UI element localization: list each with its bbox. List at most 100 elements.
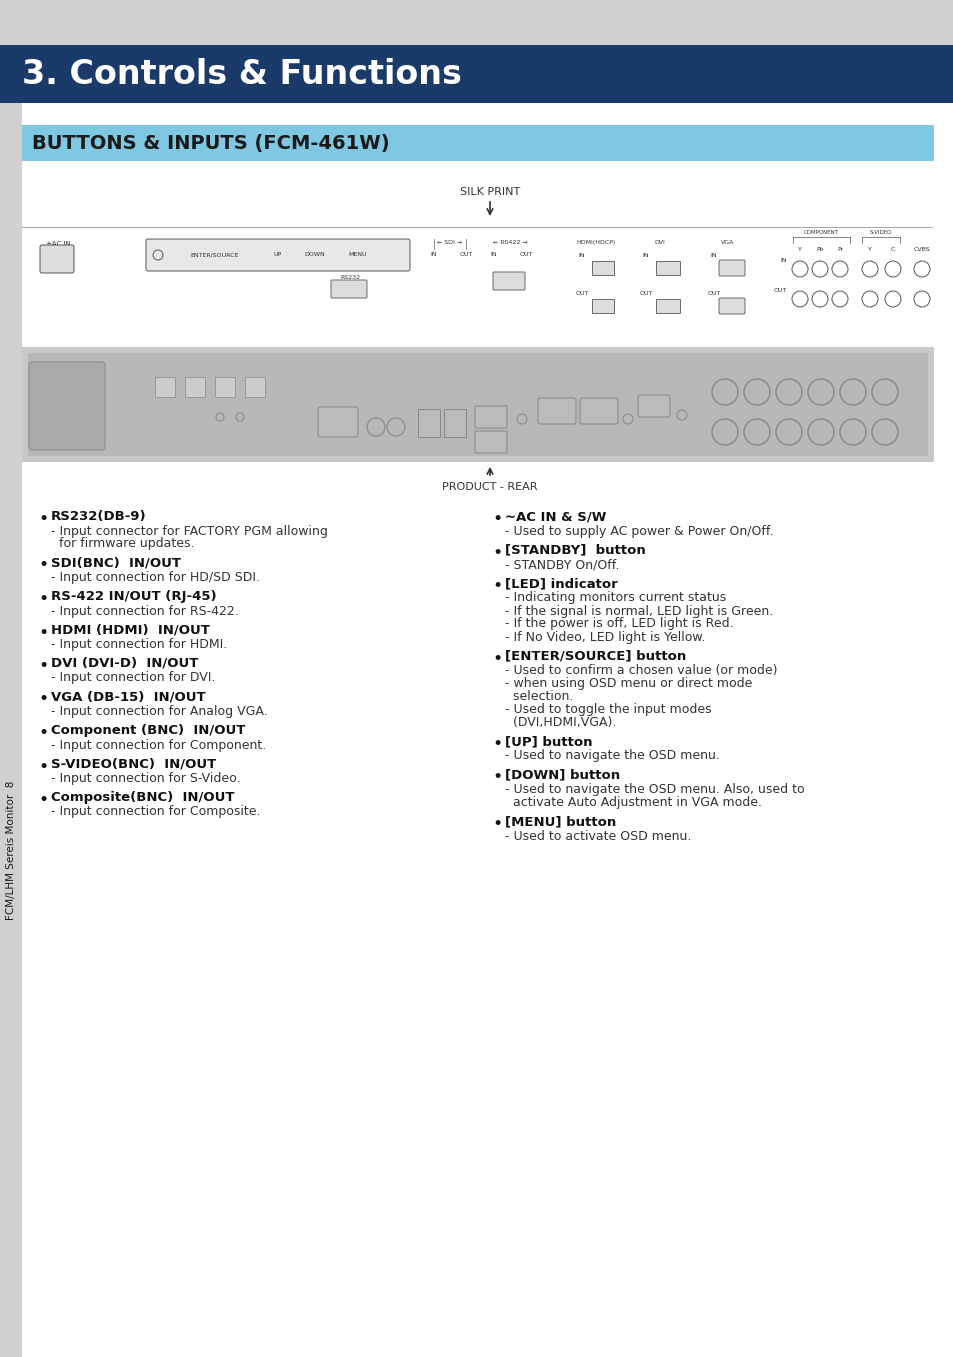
Text: SILK PRINT: SILK PRINT bbox=[459, 187, 519, 197]
FancyBboxPatch shape bbox=[719, 299, 744, 313]
FancyBboxPatch shape bbox=[317, 407, 357, 437]
Text: OUT: OUT bbox=[518, 252, 532, 256]
Text: - Input connection for DVI.: - Input connection for DVI. bbox=[51, 672, 215, 684]
Text: - Used to navigate the OSD menu.: - Used to navigate the OSD menu. bbox=[504, 749, 720, 763]
Text: - If No Video, LED light is Yellow.: - If No Video, LED light is Yellow. bbox=[504, 631, 705, 643]
FancyBboxPatch shape bbox=[579, 398, 618, 423]
Text: [ENTER/SOURCE] button: [ENTER/SOURCE] button bbox=[504, 650, 685, 662]
Text: •: • bbox=[38, 757, 49, 775]
Text: - Used to navigate the OSD menu. Also, used to: - Used to navigate the OSD menu. Also, u… bbox=[504, 783, 803, 797]
Text: •: • bbox=[38, 590, 49, 608]
Text: IN: IN bbox=[710, 252, 717, 258]
Text: OUT: OUT bbox=[639, 290, 652, 296]
FancyBboxPatch shape bbox=[475, 432, 506, 453]
Text: C: C bbox=[890, 247, 894, 252]
Text: [DOWN] button: [DOWN] button bbox=[504, 768, 619, 782]
Text: [UP] button: [UP] button bbox=[504, 735, 592, 748]
Bar bbox=[443, 408, 465, 437]
FancyBboxPatch shape bbox=[638, 395, 669, 417]
Text: COMPONENT: COMPONENT bbox=[802, 229, 838, 235]
Bar bbox=[656, 261, 679, 275]
Text: - Input connection for Composite.: - Input connection for Composite. bbox=[51, 806, 260, 818]
Text: DOWN: DOWN bbox=[304, 252, 325, 258]
Text: •: • bbox=[492, 577, 501, 594]
Text: FCM/LHM Sereis Monitor  8: FCM/LHM Sereis Monitor 8 bbox=[6, 780, 16, 920]
Bar bbox=[245, 377, 265, 398]
Text: CVBS: CVBS bbox=[913, 247, 929, 252]
Text: - If the power is off, LED light is Red.: - If the power is off, LED light is Red. bbox=[504, 617, 733, 631]
Text: - Input connector for FACTORY PGM allowing: - Input connector for FACTORY PGM allowi… bbox=[51, 525, 328, 537]
Text: [LED] indicator: [LED] indicator bbox=[504, 577, 618, 590]
Text: - when using OSD menu or direct mode: - when using OSD menu or direct mode bbox=[504, 677, 752, 689]
Text: RS-422 IN/OUT (RJ-45): RS-422 IN/OUT (RJ-45) bbox=[51, 590, 216, 603]
Text: •: • bbox=[492, 544, 501, 562]
Bar bbox=[22, 347, 933, 461]
Text: +AC IN: +AC IN bbox=[46, 242, 71, 247]
Bar bbox=[22, 125, 933, 161]
Text: •: • bbox=[38, 691, 49, 708]
Bar bbox=[0, 45, 953, 103]
Text: - Used to supply AC power & Power On/Off.: - Used to supply AC power & Power On/Off… bbox=[504, 525, 773, 537]
Text: UP: UP bbox=[274, 252, 282, 258]
Text: OUT: OUT bbox=[575, 290, 588, 296]
Text: •: • bbox=[38, 623, 49, 642]
FancyBboxPatch shape bbox=[719, 261, 744, 275]
Bar bbox=[656, 299, 679, 313]
Text: ENTER/SOURCE: ENTER/SOURCE bbox=[191, 252, 239, 258]
Text: IN: IN bbox=[780, 258, 786, 263]
Text: ~AC IN & S/W: ~AC IN & S/W bbox=[504, 510, 606, 522]
Text: [STANDBY]  button: [STANDBY] button bbox=[504, 544, 645, 556]
FancyBboxPatch shape bbox=[146, 239, 410, 271]
Bar bbox=[0, 103, 22, 1357]
Text: BUTTONS & INPUTS (FCM-461W): BUTTONS & INPUTS (FCM-461W) bbox=[32, 133, 389, 152]
FancyBboxPatch shape bbox=[29, 362, 105, 451]
Text: OUT: OUT bbox=[458, 252, 472, 256]
Text: - STANDBY On/Off.: - STANDBY On/Off. bbox=[504, 558, 618, 571]
Text: IN: IN bbox=[430, 252, 436, 256]
FancyBboxPatch shape bbox=[331, 280, 367, 299]
FancyBboxPatch shape bbox=[475, 406, 506, 427]
Text: - Used to toggle the input modes: - Used to toggle the input modes bbox=[504, 703, 711, 716]
Text: PRODUCT - REAR: PRODUCT - REAR bbox=[442, 482, 537, 493]
Text: Y: Y bbox=[798, 247, 801, 252]
Bar bbox=[214, 377, 234, 398]
Text: - Input connection for HDMI.: - Input connection for HDMI. bbox=[51, 638, 227, 651]
Text: •: • bbox=[38, 725, 49, 742]
Text: - Indicating monitors current status: - Indicating monitors current status bbox=[504, 592, 725, 604]
Text: MENU: MENU bbox=[349, 252, 367, 258]
Bar bbox=[417, 408, 439, 437]
Text: •: • bbox=[38, 556, 49, 574]
Text: [MENU] button: [MENU] button bbox=[504, 816, 616, 828]
Text: DVI: DVI bbox=[654, 240, 665, 246]
Text: •: • bbox=[38, 510, 49, 528]
Text: - Input connection for Analog VGA.: - Input connection for Analog VGA. bbox=[51, 706, 268, 718]
Text: Pr: Pr bbox=[836, 247, 842, 252]
Text: ← RS422 →: ← RS422 → bbox=[492, 240, 527, 246]
Text: 3. Controls & Functions: 3. Controls & Functions bbox=[22, 57, 461, 91]
Text: OUT: OUT bbox=[706, 290, 720, 296]
Text: •: • bbox=[38, 657, 49, 674]
Text: - Input connection for HD/SD SDI.: - Input connection for HD/SD SDI. bbox=[51, 571, 260, 584]
Text: RS232: RS232 bbox=[339, 275, 359, 280]
Text: - Used to confirm a chosen value (or mode): - Used to confirm a chosen value (or mod… bbox=[504, 664, 777, 677]
Text: IN: IN bbox=[578, 252, 585, 258]
Text: - Input connection for RS-422.: - Input connection for RS-422. bbox=[51, 604, 238, 617]
Text: Pb: Pb bbox=[816, 247, 823, 252]
Bar bbox=[0, 0, 953, 45]
Text: S-VIDEO: S-VIDEO bbox=[869, 229, 891, 235]
Text: for firmware updates.: for firmware updates. bbox=[51, 537, 194, 551]
Text: VGA: VGA bbox=[720, 240, 734, 246]
Text: IN: IN bbox=[642, 252, 649, 258]
Bar bbox=[28, 353, 927, 456]
Text: IN: IN bbox=[490, 252, 497, 256]
Text: •: • bbox=[492, 816, 501, 833]
Text: •: • bbox=[38, 791, 49, 809]
Text: - Input connection for Component.: - Input connection for Component. bbox=[51, 738, 266, 752]
Text: HDMI (HDMI)  IN/OUT: HDMI (HDMI) IN/OUT bbox=[51, 623, 210, 636]
Text: SDI(BNC)  IN/OUT: SDI(BNC) IN/OUT bbox=[51, 556, 181, 570]
Text: - If the signal is normal, LED light is Green.: - If the signal is normal, LED light is … bbox=[504, 604, 773, 617]
Text: •: • bbox=[492, 510, 501, 528]
Text: (DVI,HDMI,VGA).: (DVI,HDMI,VGA). bbox=[504, 716, 616, 729]
FancyBboxPatch shape bbox=[537, 398, 576, 423]
Text: OUT: OUT bbox=[773, 289, 786, 293]
